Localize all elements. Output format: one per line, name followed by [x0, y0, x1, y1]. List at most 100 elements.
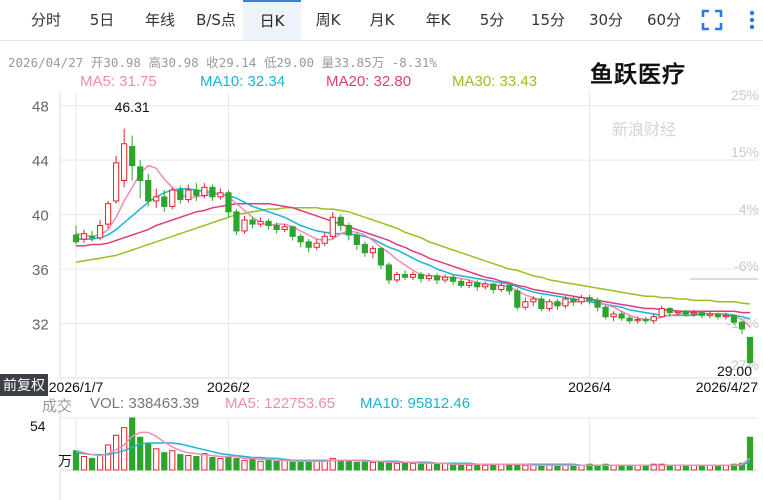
- ma30-line: [75, 207, 751, 305]
- candle-body: [746, 336, 754, 363]
- candle-body: [193, 189, 200, 197]
- volume-bar: [185, 455, 192, 471]
- volume-bar: [257, 460, 264, 471]
- candle-body: [297, 235, 304, 243]
- volume-bar: [393, 462, 401, 471]
- tab-yearly-k[interactable]: 年K: [425, 11, 451, 29]
- tab-bs-points[interactable]: B/S点: [196, 11, 236, 29]
- volume-bar: [313, 460, 320, 471]
- volume-bar: [137, 436, 144, 471]
- tab-5min[interactable]: 5分: [479, 11, 505, 29]
- candle-body: [490, 283, 497, 290]
- volume-bar: [80, 456, 88, 471]
- volume-bar: [377, 460, 385, 471]
- candle-body: [738, 321, 746, 330]
- volume-bar: [281, 459, 288, 471]
- candle-body: [137, 166, 144, 182]
- pct-tick-label: -6%: [734, 258, 759, 274]
- candle-body: [698, 312, 705, 316]
- candle-body: [658, 308, 665, 318]
- volume-unit-label: 万: [58, 453, 72, 469]
- open-label: 开: [90, 55, 104, 70]
- volume-value: 33.85万: [334, 55, 385, 70]
- volume-label: 量: [321, 55, 335, 70]
- candle-body: [466, 282, 473, 286]
- high-label: 高: [148, 55, 161, 70]
- candle-body: [88, 235, 96, 239]
- low-label: 低: [263, 55, 277, 70]
- adjust-mode-label[interactable]: 前复权: [0, 374, 48, 396]
- candle-body: [498, 284, 505, 290]
- candle-body: [201, 186, 208, 197]
- volume-bar: [201, 453, 208, 471]
- ma10-legend: MA10: 32.34: [200, 73, 286, 90]
- volume-bar: [273, 460, 280, 471]
- candle-body: [361, 244, 368, 254]
- candle-body: [417, 273, 425, 280]
- candle-body: [121, 143, 128, 182]
- volume-bar: [514, 463, 521, 471]
- y-tick-label: 48: [32, 99, 49, 116]
- volume-bar: [96, 454, 104, 471]
- candle-body: [433, 275, 441, 281]
- candle-body: [385, 264, 393, 281]
- close-value: 29.14: [218, 55, 257, 70]
- low-annotation: 29.00: [717, 363, 752, 379]
- quote-date: 2026/04/27: [8, 55, 84, 70]
- candle-body: [401, 273, 409, 278]
- x-tick-label: 2026/4: [568, 379, 611, 395]
- ma10-line: [76, 187, 751, 320]
- stock-name: 鱼跃医疗: [590, 62, 686, 88]
- volume-bar: [482, 464, 489, 471]
- candle-body: [730, 314, 738, 323]
- candle-body: [578, 297, 585, 303]
- candle-body: [113, 162, 120, 202]
- candle-body: [265, 220, 272, 226]
- candle-body: [706, 313, 713, 316]
- tab-5day[interactable]: 5日: [89, 11, 115, 29]
- volume-bar: [209, 456, 216, 471]
- pct-tick-label: 4%: [739, 201, 759, 217]
- candle-body: [554, 301, 561, 307]
- tab-intraday[interactable]: 分时: [30, 11, 61, 29]
- volume-bar: [193, 456, 200, 471]
- pct-tick-label: 15%: [731, 144, 759, 160]
- volume-bar: [289, 461, 296, 471]
- volume-bar: [249, 458, 256, 471]
- tab-30min[interactable]: 30分: [588, 11, 624, 29]
- volume-bar: [746, 436, 754, 471]
- candle-body: [482, 283, 489, 288]
- candle-body: [618, 313, 625, 319]
- candle-body: [530, 298, 537, 303]
- candle-body: [650, 316, 657, 322]
- candle-body: [506, 284, 513, 292]
- tab-daily-k[interactable]: 日K: [243, 0, 301, 40]
- candle-body: [257, 220, 264, 225]
- volume-max-label: 54: [30, 418, 46, 434]
- candle-body: [682, 310, 689, 315]
- candle-body: [241, 219, 248, 232]
- high-value: 30.98: [161, 55, 199, 70]
- tab-monthly-k[interactable]: 月K: [369, 11, 395, 29]
- candle-body: [353, 234, 360, 246]
- candle-body: [634, 318, 641, 322]
- x-tick-label: 2026/1/7: [49, 379, 104, 395]
- tab-weekly-k[interactable]: 周K: [315, 11, 341, 29]
- tab-15min[interactable]: 15分: [530, 11, 566, 29]
- tab-60min[interactable]: 60分: [646, 11, 682, 29]
- more-options-icon[interactable]: [740, 8, 763, 32]
- volume-bar: [466, 464, 473, 471]
- fullscreen-icon[interactable]: [700, 8, 724, 32]
- candle-body: [722, 314, 730, 318]
- candle-body: [321, 235, 328, 244]
- open-value: 30.98: [103, 55, 141, 70]
- volume-bar: [361, 460, 368, 471]
- volume-bar: [353, 461, 360, 471]
- candle-body: [586, 297, 593, 301]
- volume-bar: [738, 462, 746, 471]
- volume-bar: [417, 463, 425, 471]
- volume-bar: [305, 461, 312, 471]
- tab-year-line[interactable]: 年线: [144, 11, 175, 29]
- candle-body: [626, 317, 633, 322]
